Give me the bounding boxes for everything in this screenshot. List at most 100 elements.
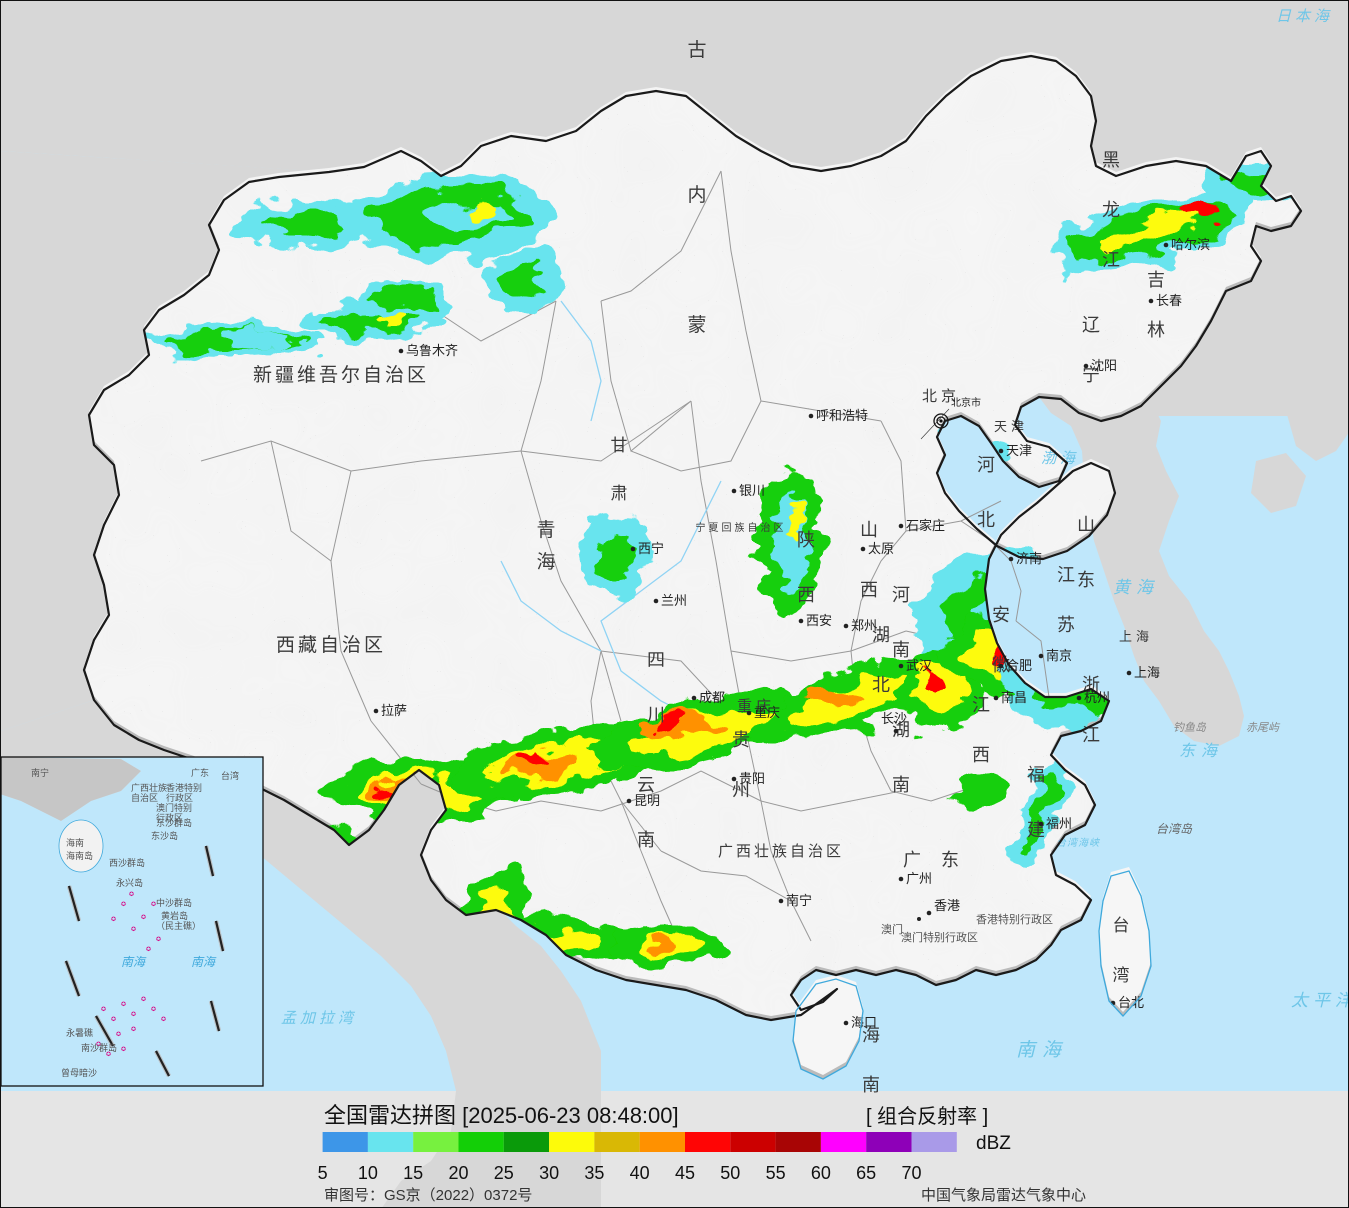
svg-text:香港: 香港	[934, 898, 960, 913]
svg-text:北: 北	[977, 510, 995, 530]
svg-text:南海: 南海	[191, 955, 217, 969]
svg-text:东海: 东海	[1179, 742, 1223, 760]
svg-text:50: 50	[720, 1163, 740, 1183]
svg-text:台: 台	[1113, 916, 1130, 935]
svg-text:广东: 广东	[903, 850, 979, 870]
svg-text:日本海: 日本海	[1276, 8, 1333, 25]
svg-text:海南: 海南	[66, 837, 84, 848]
svg-text:肃: 肃	[611, 484, 628, 503]
svg-text:乌鲁木齐: 乌鲁木齐	[406, 343, 458, 358]
svg-text:10: 10	[358, 1163, 378, 1183]
svg-text:四: 四	[647, 650, 665, 670]
svg-text:江: 江	[1102, 250, 1120, 270]
svg-text:中沙群岛: 中沙群岛	[156, 897, 192, 908]
svg-text:澳门特别行政区: 澳门特别行政区	[901, 930, 978, 944]
svg-text:自治区: 自治区	[131, 792, 158, 803]
svg-text:南京: 南京	[1046, 648, 1072, 663]
svg-text:45: 45	[675, 1163, 695, 1183]
svg-text:曾母暗沙: 曾母暗沙	[61, 1067, 97, 1078]
svg-text:昆明: 昆明	[634, 793, 660, 808]
svg-text:✪: ✪	[141, 914, 146, 921]
svg-text:银川: 银川	[739, 483, 765, 498]
svg-text:南宁: 南宁	[31, 767, 49, 778]
svg-text:广西壮族自治区: 广西壮族自治区	[718, 843, 844, 860]
svg-text:哈尔滨: 哈尔滨	[1171, 237, 1210, 252]
svg-text:15: 15	[403, 1163, 423, 1183]
svg-text:60: 60	[811, 1163, 831, 1183]
svg-text:上海: 上海	[1119, 629, 1153, 644]
svg-text:江: 江	[1057, 565, 1075, 585]
svg-text:✪: ✪	[111, 916, 116, 923]
svg-text:呼和浩特: 呼和浩特	[816, 408, 868, 423]
svg-text:安: 安	[992, 605, 1010, 625]
svg-text:广西壮族: 广西壮族	[131, 782, 167, 793]
svg-text:[ 组合反射率 ]: [ 组合反射率 ]	[866, 1105, 988, 1128]
svg-text:永暑礁: 永暑礁	[66, 1027, 93, 1038]
svg-text:成都: 成都	[699, 690, 725, 705]
svg-text:20: 20	[448, 1163, 468, 1183]
svg-text:西藏自治区: 西藏自治区	[276, 634, 386, 656]
svg-text:永兴岛: 永兴岛	[116, 877, 143, 888]
svg-text:贵: 贵	[732, 730, 750, 750]
svg-text:南: 南	[862, 1075, 880, 1095]
svg-text:香港特别行政区: 香港特别行政区	[976, 912, 1053, 926]
svg-text:南: 南	[892, 775, 910, 795]
svg-text:沈阳: 沈阳	[1091, 358, 1117, 373]
svg-text:武汉: 武汉	[906, 658, 932, 673]
svg-text:上海: 上海	[1134, 665, 1160, 680]
svg-text:吉: 吉	[1147, 270, 1165, 290]
svg-text:✪: ✪	[131, 1011, 136, 1018]
svg-text:黑: 黑	[1102, 150, 1120, 170]
svg-text:重庆: 重庆	[754, 705, 780, 720]
svg-text:北: 北	[872, 675, 890, 695]
svg-text:云: 云	[637, 775, 655, 795]
svg-text:澳门: 澳门	[881, 922, 903, 936]
svg-text:广州: 广州	[906, 871, 932, 886]
svg-text:dBZ: dBZ	[976, 1133, 1011, 1154]
svg-text:✪: ✪	[131, 1026, 136, 1033]
svg-text:✪: ✪	[101, 1006, 106, 1013]
svg-text:南: 南	[892, 640, 910, 660]
svg-text:钓鱼岛: 钓鱼岛	[1173, 721, 1207, 734]
svg-text:南昌: 南昌	[1001, 690, 1027, 705]
svg-text:长春: 长春	[1156, 293, 1182, 308]
svg-text:东沙岛: 东沙岛	[151, 830, 178, 841]
svg-text:宁夏回族自治区: 宁夏回族自治区	[696, 521, 787, 534]
svg-text:西: 西	[860, 580, 878, 600]
svg-text:天津: 天津	[1006, 443, 1032, 458]
svg-text:郑州: 郑州	[851, 618, 877, 633]
svg-text:甘: 甘	[611, 436, 628, 455]
svg-text:✪: ✪	[121, 1046, 126, 1053]
svg-text:✪: ✪	[156, 936, 161, 943]
svg-text:东: 东	[1077, 570, 1095, 590]
svg-text:陕: 陕	[797, 530, 815, 550]
svg-text:台湾岛: 台湾岛	[1156, 822, 1193, 836]
svg-text:东沙群岛: 东沙群岛	[156, 817, 192, 828]
svg-text:太原: 太原	[868, 541, 894, 556]
svg-text:西沙群岛: 西沙群岛	[109, 857, 145, 868]
svg-text:40: 40	[630, 1163, 650, 1183]
svg-text:兰州: 兰州	[661, 593, 687, 608]
svg-text:青: 青	[536, 519, 555, 541]
svg-text:中国气象局雷达气象中心: 中国气象局雷达气象中心	[921, 1187, 1086, 1204]
svg-text:澳门特别: 澳门特别	[156, 802, 192, 813]
svg-text:内: 内	[687, 184, 710, 206]
svg-text:海: 海	[536, 551, 555, 573]
svg-text:25: 25	[494, 1163, 514, 1183]
svg-text:✪: ✪	[146, 946, 151, 953]
svg-text:拉萨: 拉萨	[381, 703, 407, 718]
svg-text:全国雷达拼图 [2025-06-23 08:48:00]: 全国雷达拼图 [2025-06-23 08:48:00]	[324, 1103, 679, 1128]
svg-text:✪: ✪	[111, 1016, 116, 1023]
svg-text:蒙: 蒙	[687, 314, 710, 336]
svg-text:海口: 海口	[851, 1015, 877, 1030]
svg-text:北京市: 北京市	[951, 396, 981, 409]
svg-text:赤尾屿: 赤尾屿	[1246, 721, 1281, 734]
svg-text:✪: ✪	[116, 1031, 121, 1038]
svg-text:55: 55	[766, 1163, 786, 1183]
svg-text:65: 65	[856, 1163, 876, 1183]
svg-text:✪: ✪	[121, 1001, 126, 1008]
svg-text:黄海: 黄海	[1113, 578, 1159, 597]
svg-text:湾: 湾	[1113, 966, 1130, 985]
svg-text:太平洋: 太平洋	[1291, 991, 1349, 1010]
svg-text:香港特别: 香港特别	[166, 782, 202, 793]
